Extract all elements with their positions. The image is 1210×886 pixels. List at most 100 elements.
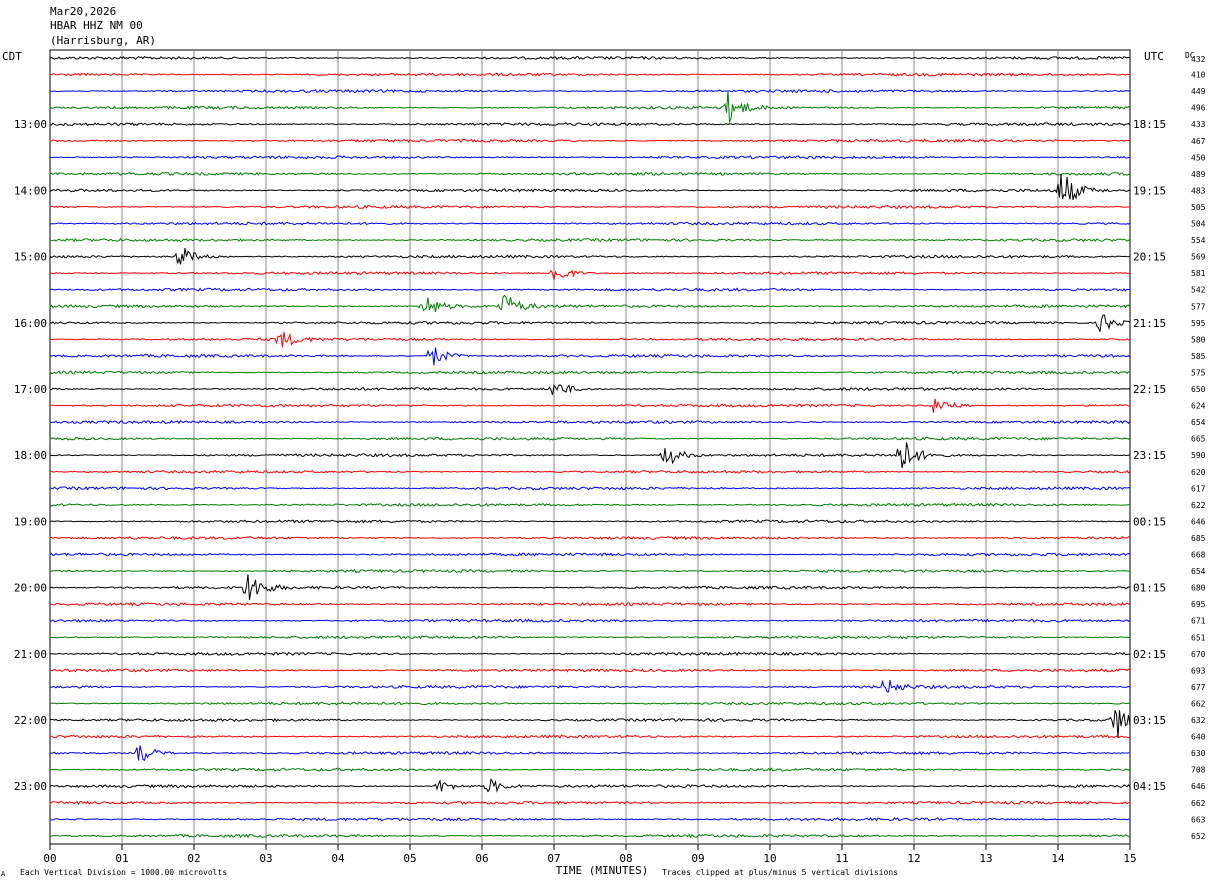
x-tick-label: 06 bbox=[475, 852, 488, 865]
right-hour-label: 02:15 bbox=[1133, 648, 1166, 661]
seismic-trace bbox=[49, 767, 1131, 772]
left-hour-label: 20:00 bbox=[14, 582, 47, 595]
seismic-trace bbox=[49, 90, 1131, 124]
seismic-trace bbox=[49, 833, 1131, 839]
seismic-trace bbox=[49, 436, 1131, 441]
seismic-trace bbox=[49, 574, 1131, 601]
dc-offset-label: 575 bbox=[1191, 368, 1206, 377]
dc-offset-label: 665 bbox=[1191, 435, 1206, 444]
x-tick-label: 12 bbox=[907, 852, 920, 865]
seismic-trace bbox=[49, 777, 1131, 793]
vertical-scale-note: Each Vertical Division = 1000.00 microvo… bbox=[20, 868, 228, 877]
seismic-trace bbox=[49, 369, 1131, 375]
seismic-trace bbox=[49, 800, 1131, 805]
seismic-trace bbox=[49, 155, 1131, 160]
x-tick-label: 13 bbox=[979, 852, 992, 865]
seismic-trace bbox=[49, 72, 1131, 77]
dc-offset-label: 569 bbox=[1191, 253, 1206, 262]
dc-offset-label: 677 bbox=[1191, 683, 1206, 692]
dc-offset-label: 654 bbox=[1191, 567, 1206, 576]
seismic-trace bbox=[49, 618, 1131, 623]
seismic-trace bbox=[49, 398, 1131, 413]
seismic-trace bbox=[49, 734, 1131, 739]
dc-offset-label: 708 bbox=[1191, 766, 1206, 775]
seismic-trace bbox=[49, 552, 1131, 557]
right-hour-label: 01:15 bbox=[1133, 582, 1166, 595]
seismic-trace bbox=[49, 745, 1131, 761]
dc-offset-label: 432 bbox=[1191, 55, 1206, 64]
left-hour-label: 14:00 bbox=[14, 184, 47, 197]
dc-offset-label: 590 bbox=[1191, 451, 1206, 460]
right-timezone-label: UTC bbox=[1144, 50, 1164, 63]
dc-offset-label: 680 bbox=[1191, 584, 1206, 593]
plot-frame bbox=[49, 49, 1131, 845]
dc-offset-label: 595 bbox=[1191, 319, 1206, 328]
x-tick-label: 07 bbox=[547, 852, 560, 865]
dc-offset-label: 450 bbox=[1191, 153, 1206, 162]
seismic-trace bbox=[49, 269, 1131, 280]
dc-column-label: DC bbox=[1185, 51, 1195, 60]
dc-offset-label: 620 bbox=[1191, 468, 1206, 477]
seismic-trace bbox=[49, 679, 1131, 693]
dc-offset-label: 668 bbox=[1191, 551, 1206, 560]
dc-offset-label: 650 bbox=[1191, 385, 1206, 394]
dc-offset-label: 646 bbox=[1191, 517, 1206, 526]
dc-offset-label: 624 bbox=[1191, 402, 1206, 411]
right-hour-label: 00:15 bbox=[1133, 515, 1166, 528]
seismic-trace bbox=[49, 486, 1131, 491]
dc-offset-label: 554 bbox=[1191, 236, 1206, 245]
dc-offset-label: 505 bbox=[1191, 203, 1206, 212]
seismic-trace bbox=[49, 651, 1131, 656]
dc-offset-label: 433 bbox=[1191, 120, 1206, 129]
dc-offset-label: 652 bbox=[1191, 832, 1206, 841]
right-hour-label: 04:15 bbox=[1133, 780, 1166, 793]
left-hour-label: 19:00 bbox=[14, 515, 47, 528]
seismic-trace bbox=[49, 221, 1131, 226]
x-tick-label: 00 bbox=[43, 852, 56, 865]
dc-offset-labels: 432 410 449 496 433 467 450 489 483 505 504 554 569 5… bbox=[1191, 55, 1206, 841]
dc-offset-label: 577 bbox=[1191, 302, 1206, 311]
seismic-trace bbox=[49, 469, 1131, 474]
dc-offset-label: 662 bbox=[1191, 699, 1206, 708]
seismic-trace bbox=[49, 568, 1131, 574]
seismic-trace bbox=[49, 668, 1131, 673]
dc-offset-label: 630 bbox=[1191, 749, 1206, 758]
seismic-trace bbox=[49, 287, 1131, 292]
seismic-trace bbox=[49, 817, 1131, 822]
dc-offset-label: 670 bbox=[1191, 650, 1206, 659]
dc-offset-label: 581 bbox=[1191, 269, 1206, 278]
dc-offset-label: 654 bbox=[1191, 418, 1206, 427]
dc-offset-label: 685 bbox=[1191, 534, 1206, 543]
x-tick-label: 10 bbox=[763, 852, 776, 865]
dc-offset-label: 504 bbox=[1191, 220, 1206, 229]
dc-offset-label: 580 bbox=[1191, 335, 1206, 344]
seismic-trace bbox=[49, 635, 1131, 640]
seismic-trace bbox=[49, 248, 1131, 265]
dc-offset-label: 617 bbox=[1191, 484, 1206, 493]
seismic-trace bbox=[49, 442, 1131, 468]
left-hour-label: 18:00 bbox=[14, 449, 47, 462]
dc-offset-label: 646 bbox=[1191, 782, 1206, 791]
clipping-note: Traces clipped at plus/minus 5 vertical … bbox=[662, 868, 899, 877]
seismic-trace bbox=[49, 347, 1131, 366]
left-timezone-label: CDT bbox=[2, 50, 22, 63]
x-tick-label: 15 bbox=[1123, 852, 1136, 865]
dc-offset-label: 496 bbox=[1191, 104, 1206, 113]
seismic-trace bbox=[49, 294, 1131, 313]
left-hour-label: 16:00 bbox=[14, 317, 47, 330]
dc-offset-label: 489 bbox=[1191, 170, 1206, 179]
dc-offset-label: 651 bbox=[1191, 633, 1206, 642]
dc-offset-label: 410 bbox=[1191, 71, 1206, 80]
dc-offset-label: 663 bbox=[1191, 815, 1206, 824]
seismic-trace bbox=[49, 502, 1131, 507]
x-tick-label: 14 bbox=[1051, 852, 1065, 865]
seismic-trace bbox=[49, 701, 1131, 706]
dc-offset-label: 585 bbox=[1191, 352, 1206, 361]
seismic-trace bbox=[49, 331, 1131, 348]
right-hour-label: 21:15 bbox=[1133, 317, 1166, 330]
dc-offset-label: 483 bbox=[1191, 186, 1206, 195]
dc-offset-label: 542 bbox=[1191, 286, 1206, 295]
x-tick-label: 05 bbox=[403, 852, 416, 865]
seismic-trace bbox=[49, 384, 1131, 396]
